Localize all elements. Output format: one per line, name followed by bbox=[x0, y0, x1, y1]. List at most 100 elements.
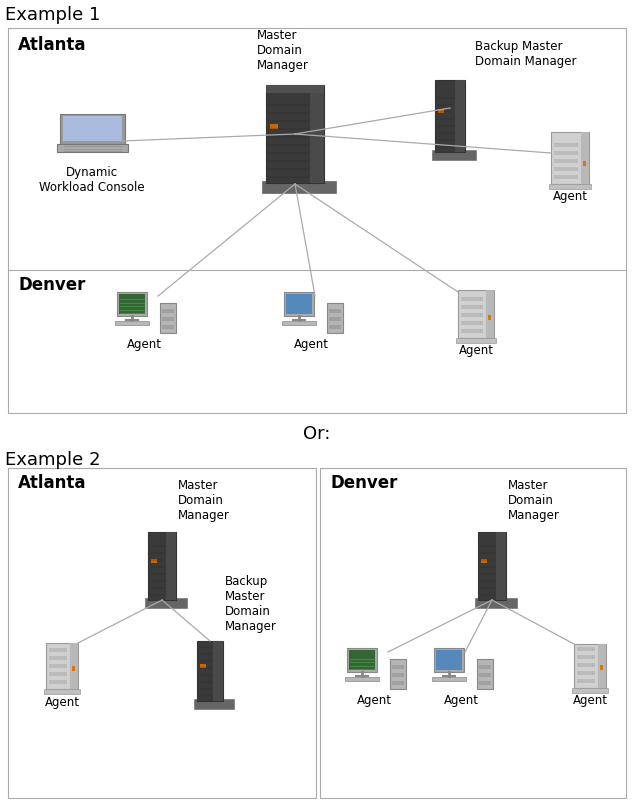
FancyBboxPatch shape bbox=[44, 689, 80, 694]
FancyBboxPatch shape bbox=[166, 532, 176, 600]
FancyBboxPatch shape bbox=[554, 151, 578, 155]
FancyBboxPatch shape bbox=[549, 184, 591, 189]
FancyBboxPatch shape bbox=[554, 167, 578, 171]
FancyBboxPatch shape bbox=[46, 643, 78, 689]
FancyBboxPatch shape bbox=[432, 677, 466, 681]
FancyBboxPatch shape bbox=[554, 159, 578, 163]
FancyBboxPatch shape bbox=[286, 294, 312, 314]
FancyBboxPatch shape bbox=[461, 329, 483, 333]
Text: Agent: Agent bbox=[552, 190, 588, 203]
FancyBboxPatch shape bbox=[435, 80, 465, 152]
FancyBboxPatch shape bbox=[461, 297, 483, 301]
FancyBboxPatch shape bbox=[213, 641, 223, 701]
FancyBboxPatch shape bbox=[266, 85, 324, 183]
Text: Agent: Agent bbox=[44, 696, 79, 709]
FancyBboxPatch shape bbox=[200, 664, 206, 668]
FancyBboxPatch shape bbox=[479, 665, 491, 669]
Text: Agent: Agent bbox=[127, 338, 162, 351]
Text: Or:: Or: bbox=[303, 425, 331, 443]
FancyBboxPatch shape bbox=[70, 643, 78, 689]
FancyBboxPatch shape bbox=[266, 85, 324, 93]
FancyBboxPatch shape bbox=[282, 321, 316, 325]
Text: Denver: Denver bbox=[330, 474, 398, 492]
Text: Master
Domain
Manager: Master Domain Manager bbox=[508, 479, 560, 522]
FancyBboxPatch shape bbox=[194, 699, 234, 709]
Bar bbox=[320, 468, 626, 798]
FancyBboxPatch shape bbox=[486, 290, 494, 338]
FancyBboxPatch shape bbox=[478, 532, 506, 600]
Text: Master
Domain
Manager: Master Domain Manager bbox=[257, 29, 309, 72]
FancyBboxPatch shape bbox=[162, 325, 174, 329]
FancyBboxPatch shape bbox=[496, 532, 506, 600]
FancyBboxPatch shape bbox=[456, 338, 496, 343]
Text: Agent: Agent bbox=[444, 694, 479, 707]
FancyBboxPatch shape bbox=[160, 303, 176, 333]
FancyBboxPatch shape bbox=[329, 309, 341, 313]
FancyBboxPatch shape bbox=[577, 671, 595, 675]
FancyBboxPatch shape bbox=[345, 677, 379, 681]
FancyBboxPatch shape bbox=[117, 292, 147, 316]
Text: Backup Master
Domain Manager: Backup Master Domain Manager bbox=[475, 40, 576, 68]
Text: Atlanta: Atlanta bbox=[18, 36, 86, 54]
Text: Backup
Master
Domain
Manager: Backup Master Domain Manager bbox=[225, 575, 277, 633]
FancyBboxPatch shape bbox=[262, 181, 336, 193]
FancyBboxPatch shape bbox=[458, 290, 494, 338]
Text: Agent: Agent bbox=[458, 344, 493, 357]
FancyBboxPatch shape bbox=[488, 315, 491, 320]
FancyBboxPatch shape bbox=[581, 132, 589, 184]
Text: Denver: Denver bbox=[18, 276, 86, 294]
FancyBboxPatch shape bbox=[115, 321, 149, 325]
FancyBboxPatch shape bbox=[477, 659, 493, 689]
FancyBboxPatch shape bbox=[49, 656, 67, 660]
FancyBboxPatch shape bbox=[577, 647, 595, 651]
FancyBboxPatch shape bbox=[461, 305, 483, 309]
FancyBboxPatch shape bbox=[329, 317, 341, 321]
FancyBboxPatch shape bbox=[56, 144, 127, 152]
FancyBboxPatch shape bbox=[392, 673, 404, 677]
FancyBboxPatch shape bbox=[455, 80, 465, 152]
Text: Master
Domain
Manager: Master Domain Manager bbox=[178, 479, 230, 522]
FancyBboxPatch shape bbox=[479, 681, 491, 685]
FancyBboxPatch shape bbox=[162, 317, 174, 321]
FancyBboxPatch shape bbox=[197, 641, 223, 701]
FancyBboxPatch shape bbox=[479, 673, 491, 677]
FancyBboxPatch shape bbox=[551, 132, 589, 184]
FancyBboxPatch shape bbox=[392, 681, 404, 685]
Bar bbox=[8, 468, 316, 798]
FancyBboxPatch shape bbox=[60, 114, 124, 144]
FancyBboxPatch shape bbox=[148, 532, 176, 600]
FancyBboxPatch shape bbox=[475, 598, 517, 608]
Text: Example 1: Example 1 bbox=[5, 6, 100, 24]
FancyBboxPatch shape bbox=[270, 124, 278, 129]
FancyBboxPatch shape bbox=[598, 644, 606, 688]
FancyBboxPatch shape bbox=[574, 644, 606, 688]
FancyBboxPatch shape bbox=[572, 688, 608, 693]
FancyBboxPatch shape bbox=[284, 292, 314, 316]
FancyBboxPatch shape bbox=[72, 666, 75, 671]
FancyBboxPatch shape bbox=[577, 679, 595, 683]
FancyBboxPatch shape bbox=[461, 313, 483, 317]
FancyBboxPatch shape bbox=[432, 150, 476, 160]
FancyBboxPatch shape bbox=[583, 161, 586, 166]
FancyBboxPatch shape bbox=[554, 143, 578, 147]
Text: Atlanta: Atlanta bbox=[18, 474, 86, 492]
FancyBboxPatch shape bbox=[49, 680, 67, 684]
FancyBboxPatch shape bbox=[461, 321, 483, 325]
FancyBboxPatch shape bbox=[436, 650, 462, 670]
FancyBboxPatch shape bbox=[49, 648, 67, 652]
FancyBboxPatch shape bbox=[347, 648, 377, 672]
Text: Example 2: Example 2 bbox=[5, 451, 101, 469]
FancyBboxPatch shape bbox=[151, 559, 157, 563]
FancyBboxPatch shape bbox=[554, 175, 578, 179]
FancyBboxPatch shape bbox=[438, 109, 444, 113]
FancyBboxPatch shape bbox=[481, 559, 487, 563]
FancyBboxPatch shape bbox=[577, 655, 595, 659]
Text: Agent: Agent bbox=[294, 338, 328, 351]
FancyBboxPatch shape bbox=[63, 116, 122, 141]
Bar bbox=[8, 28, 626, 413]
FancyBboxPatch shape bbox=[577, 663, 595, 667]
FancyBboxPatch shape bbox=[119, 294, 145, 314]
FancyBboxPatch shape bbox=[434, 648, 464, 672]
FancyBboxPatch shape bbox=[349, 650, 375, 670]
FancyBboxPatch shape bbox=[49, 664, 67, 668]
